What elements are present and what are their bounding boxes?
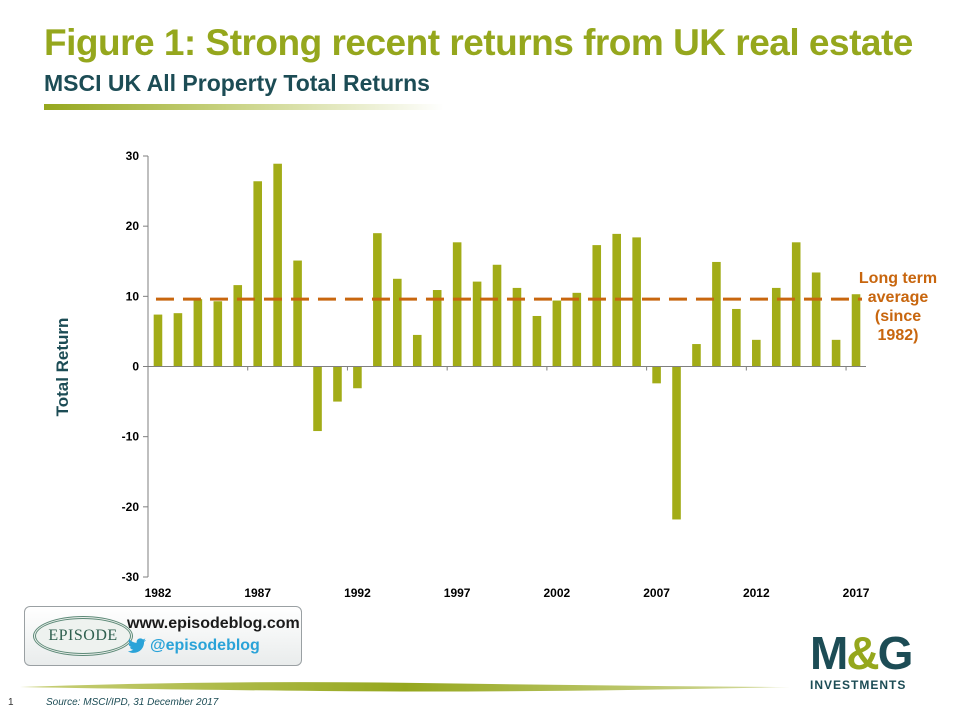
bar-2007 bbox=[652, 366, 661, 384]
bars bbox=[153, 163, 861, 520]
page-number: 1 bbox=[8, 697, 14, 708]
twitter-icon bbox=[127, 638, 146, 653]
source-note: Source: MSCI/IPD, 31 December 2017 bbox=[46, 697, 219, 708]
bar-1988 bbox=[273, 163, 282, 367]
episode-logo: EPISODE bbox=[33, 616, 133, 656]
y-tick-label: -30 bbox=[122, 570, 140, 584]
bar-2013 bbox=[771, 287, 781, 367]
bar-2011 bbox=[732, 308, 741, 367]
bar-2008 bbox=[672, 366, 681, 520]
bar-2015 bbox=[811, 272, 821, 367]
y-tick-label: 20 bbox=[126, 219, 140, 233]
page-subtitle: MSCI UK All Property Total Returns bbox=[44, 70, 430, 96]
episode-blog-panel: EPISODE www.episodeblog.com @episodeblog bbox=[24, 606, 302, 666]
bar-2003 bbox=[572, 292, 582, 367]
page-title: Figure 1: Strong recent returns from UK … bbox=[44, 22, 913, 63]
bar-1997 bbox=[452, 242, 462, 367]
episode-website-link[interactable]: www.episodeblog.com bbox=[127, 615, 300, 632]
x-tick-label: 2012 bbox=[743, 586, 770, 600]
mg-logo-mark: M&G bbox=[810, 627, 913, 679]
y-tick-label: 10 bbox=[126, 289, 140, 303]
bar-1995 bbox=[412, 334, 422, 367]
bar-1987 bbox=[253, 181, 262, 367]
y-tick-label: -20 bbox=[122, 500, 140, 514]
x-tick-label: 1982 bbox=[145, 586, 172, 600]
title-underline bbox=[44, 104, 444, 110]
bar-1982 bbox=[153, 314, 163, 367]
x-axis-ticks: 1982 1987 1992 1997 2002 2007 2012 2017 bbox=[145, 586, 870, 600]
bar-2004 bbox=[592, 245, 602, 367]
bar-2010 bbox=[712, 261, 721, 367]
y-tick-label: 30 bbox=[126, 149, 140, 163]
bar-1998 bbox=[472, 281, 482, 367]
x-tick-label: 1992 bbox=[344, 586, 371, 600]
bar-2002 bbox=[552, 300, 562, 367]
x-tick-label: 2007 bbox=[643, 586, 670, 600]
bar-1984 bbox=[193, 299, 203, 367]
average-line-label: 1982) bbox=[878, 327, 919, 344]
bar-1992 bbox=[353, 366, 362, 389]
y-tick-label: -10 bbox=[122, 430, 140, 444]
bar-2016 bbox=[831, 339, 841, 367]
bar-2014 bbox=[791, 242, 801, 367]
average-line-label: average bbox=[868, 289, 929, 306]
y-axis-label: Total Return bbox=[53, 318, 72, 417]
bar-chart: 30 20 10 0 -10 -20 -30 1982 1987 1992 1997 2002 200… bbox=[53, 149, 937, 600]
average-line-label: Long term bbox=[859, 270, 937, 287]
mg-logo-subtitle: INVESTMENTS bbox=[810, 678, 907, 692]
bar-1989 bbox=[293, 260, 302, 367]
x-tick-label: 2002 bbox=[544, 586, 571, 600]
bar-2006 bbox=[632, 237, 641, 367]
x-tick-label: 1987 bbox=[244, 586, 271, 600]
axes bbox=[147, 156, 866, 577]
bar-2017 bbox=[851, 294, 861, 367]
bar-1986 bbox=[233, 285, 243, 367]
y-tick-label: 0 bbox=[132, 360, 139, 374]
y-axis-ticks: 30 20 10 0 -10 -20 -30 bbox=[122, 149, 148, 584]
bar-2012 bbox=[752, 339, 761, 367]
bar-2000 bbox=[512, 287, 522, 367]
bar-1999 bbox=[492, 264, 502, 367]
bar-1996 bbox=[432, 290, 442, 367]
bar-1985 bbox=[213, 301, 223, 367]
average-line-group: Long term average (since 1982) bbox=[155, 270, 937, 344]
x-tick-label: 1997 bbox=[444, 586, 471, 600]
twitter-handle: @episodeblog bbox=[150, 637, 260, 654]
bar-1994 bbox=[393, 278, 402, 367]
average-line-label: (since bbox=[875, 308, 921, 325]
bar-2009 bbox=[692, 344, 701, 367]
bar-1983 bbox=[173, 313, 183, 367]
episode-twitter-link[interactable]: @episodeblog bbox=[127, 637, 260, 655]
bar-2001 bbox=[532, 315, 542, 367]
bar-1990 bbox=[313, 366, 322, 432]
bar-1991 bbox=[333, 366, 342, 402]
x-tick-label: 2017 bbox=[843, 586, 870, 600]
mg-investments-logo: M&G INVESTMENTS bbox=[810, 630, 938, 692]
footer-swoosh bbox=[20, 682, 790, 692]
